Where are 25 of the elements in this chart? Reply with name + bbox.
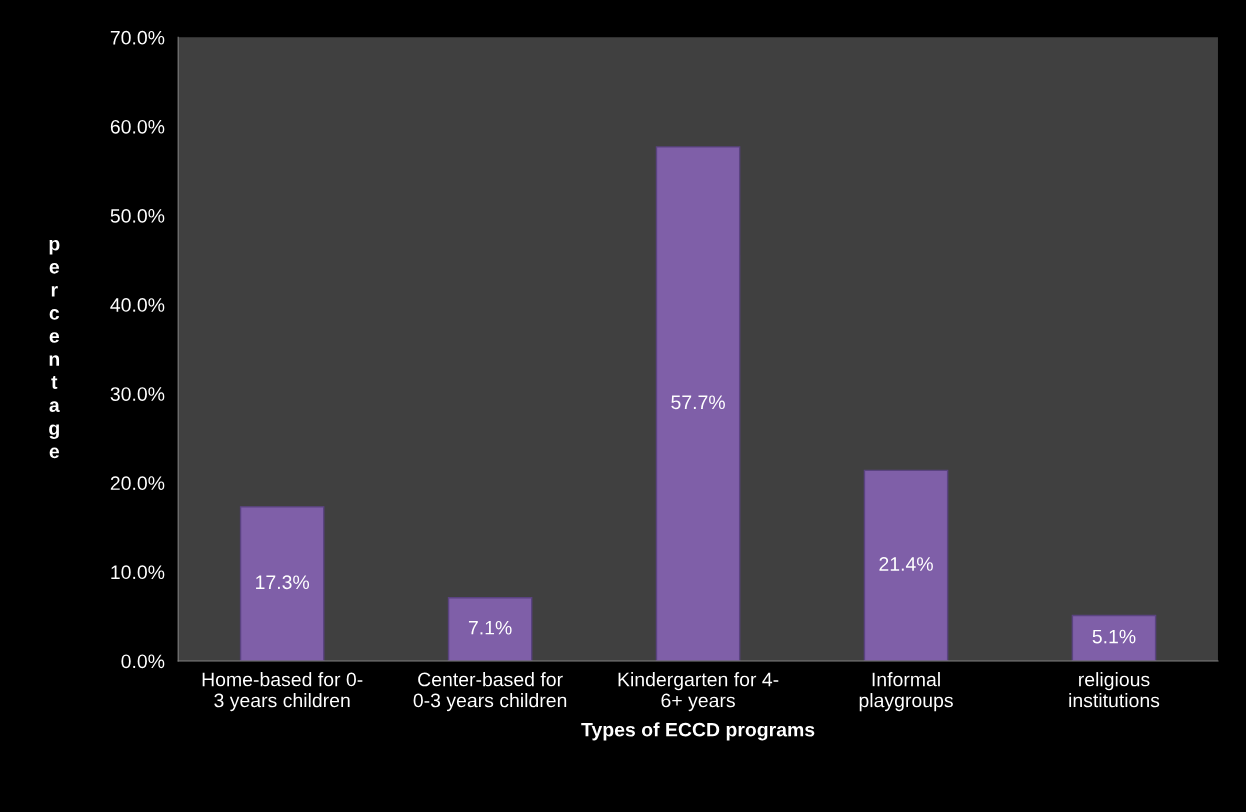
text: percentage <box>49 239 60 459</box>
x-tick-label: Kindergarten for 4- 6+ years <box>618 672 779 712</box>
x-tick-label: religious institutions <box>1069 672 1160 708</box>
x-axis-title: Types of ECCD programs <box>581 722 815 741</box>
data-label: 5.1% <box>1092 629 1136 644</box>
data-label: 17.3% <box>256 575 310 590</box>
bar <box>863 469 949 661</box>
y-tick-label: 60.0% <box>110 119 165 134</box>
y-tick-label: 30.0% <box>110 387 165 401</box>
data-label: 57.7% <box>671 395 725 410</box>
bar <box>239 506 325 661</box>
x-tick-label: Center-based for 0-3 years children <box>413 672 567 712</box>
y-tick-label: 20.0% <box>110 476 165 491</box>
y-tick-label: 0.0% <box>121 654 165 669</box>
bar <box>1071 614 1157 661</box>
data-label: 7.1% <box>468 620 512 635</box>
x-tick-label: Informal playgroups <box>859 672 953 712</box>
y-tick-label: 50.0% <box>110 209 165 223</box>
bar <box>655 146 741 661</box>
y-tick-label: 40.0% <box>110 298 165 312</box>
y-tick-label: 70.0% <box>110 30 165 45</box>
x-tick-label: Home-based for 0- 3 years children <box>202 672 363 712</box>
y-tick-label: 10.0% <box>111 565 165 580</box>
bar <box>447 597 533 661</box>
data-label: 21.4% <box>879 557 933 571</box>
